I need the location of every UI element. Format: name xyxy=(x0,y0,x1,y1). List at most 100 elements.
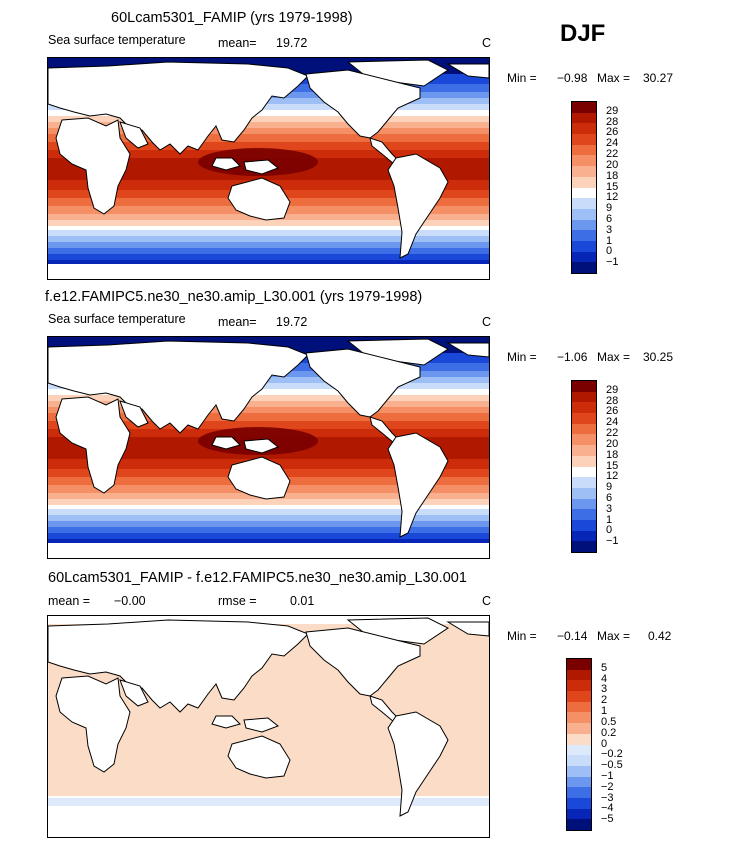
panel2-map xyxy=(47,336,490,559)
colorbar-cell xyxy=(567,691,591,702)
panel1-map xyxy=(47,57,490,280)
panel2-mean-value: 19.72 xyxy=(276,315,308,329)
panel3-title: 60Lcam5301_FAMIP - f.e12.FAMIPC5.ne30_ne… xyxy=(48,570,467,586)
colorbar-cell xyxy=(567,723,591,734)
continent-outline xyxy=(211,436,241,450)
panel3-map xyxy=(47,615,490,838)
colorbar-cell xyxy=(572,423,596,435)
panel1-mean-label: mean= xyxy=(218,36,257,50)
colorbar-tick-label: −2 xyxy=(601,780,614,793)
panel1-units: C xyxy=(482,36,492,50)
colorbar-tick-label: 12 xyxy=(606,191,619,204)
colorbar-cell xyxy=(572,144,596,156)
colorbar-tick-label: 6 xyxy=(606,491,613,504)
sst-contour-band xyxy=(48,413,489,422)
colorbar-cell xyxy=(567,755,591,766)
colorbar-cell xyxy=(572,240,596,252)
colorbar-cell xyxy=(572,251,596,263)
colorbar-cell xyxy=(567,787,591,798)
continent-outline xyxy=(305,69,421,139)
sst-contour-band xyxy=(48,499,489,506)
colorbar-cell xyxy=(572,381,596,392)
colorbar-cell xyxy=(567,776,591,788)
sst-contour-band xyxy=(48,383,489,390)
colorbar-cell xyxy=(572,455,596,467)
continent-outline xyxy=(211,715,241,729)
colorbar-cell xyxy=(572,155,596,167)
sst-contour-band xyxy=(48,521,489,528)
colorbar-tick-label: 18 xyxy=(606,169,619,182)
colorbar-tick-label: 2 xyxy=(601,694,608,707)
sst-contour-band xyxy=(48,128,489,135)
colorbar-tick-label: −4 xyxy=(601,802,614,815)
continent-outline xyxy=(387,432,449,538)
sst-contour-band xyxy=(48,104,489,111)
colorbar-tick-label: 3 xyxy=(606,223,613,236)
colorbar-tick-label: −3 xyxy=(601,791,614,804)
colorbar-cell xyxy=(572,530,596,542)
panel1-title: 60Lcam5301_FAMIP (yrs 1979-1998) xyxy=(111,10,353,26)
colorbar-tick-label: 0 xyxy=(606,245,613,258)
colorbar-tick-label: 26 xyxy=(606,405,619,418)
colorbar-cell xyxy=(572,187,596,199)
colorbar-tick-label: 9 xyxy=(606,481,613,494)
panel1-variable: Sea surface temperature xyxy=(48,33,186,47)
sst-contour-band xyxy=(48,226,489,231)
panel3-units: C xyxy=(482,594,492,608)
colorbar-tick-label: 24 xyxy=(606,137,619,150)
continent-outline xyxy=(227,177,291,221)
continent-outline xyxy=(55,675,131,773)
colorbar-cell xyxy=(572,112,596,124)
colorbar-tick-label: 18 xyxy=(606,448,619,461)
continent-outline xyxy=(387,153,449,259)
continent-outline xyxy=(446,342,489,358)
panel3-rmse-label: rmse = xyxy=(218,594,257,608)
colorbar-tick-label: 29 xyxy=(606,104,619,117)
continent-outline xyxy=(119,400,149,428)
panel1-min-value: −0.98 xyxy=(557,71,588,85)
panel2-mean-label: mean= xyxy=(218,315,257,329)
colorbar-cell xyxy=(572,445,596,456)
colorbar-tick-label: 24 xyxy=(606,416,619,429)
continent-outline xyxy=(446,63,489,79)
colorbar-cell xyxy=(567,744,591,756)
continent-outline xyxy=(305,348,421,418)
panel2-min-label: Min = xyxy=(507,350,537,364)
panel3-max-value: 0.42 xyxy=(648,629,672,643)
colorbar-cell xyxy=(572,466,596,478)
colorbar-cell xyxy=(572,219,596,231)
panel3-min-value: −0.14 xyxy=(557,629,588,643)
colorbar-tick-label: 29 xyxy=(606,383,619,396)
colorbar-cell xyxy=(567,712,591,724)
panel1-mean-value: 19.72 xyxy=(276,36,308,50)
sst-contour-band xyxy=(48,527,489,534)
colorbar-cell xyxy=(572,230,596,241)
colorbar-cell xyxy=(572,208,596,220)
sst-contour-band xyxy=(48,254,489,261)
colorbar-tick-label: 22 xyxy=(606,148,619,161)
colorbar-cell xyxy=(572,402,596,414)
colorbar-tick-label: 0.5 xyxy=(601,715,617,728)
continent-outline xyxy=(119,679,149,707)
colorbar-tick-label: 1 xyxy=(606,234,613,247)
panel3-rmse-value: 0.01 xyxy=(290,594,315,608)
colorbar-cell xyxy=(572,134,596,145)
colorbar-cell xyxy=(572,498,596,510)
colorbar-tick-label: 6 xyxy=(606,212,613,225)
panel2-max-label: Max = xyxy=(597,350,631,364)
panel1-max-value: 30.27 xyxy=(643,71,674,85)
panel3-mean-label: mean = xyxy=(48,594,91,608)
panel2-title: f.e12.FAMIPC5.ne30_ne30.amip_L30.001 (yr… xyxy=(45,289,423,305)
continent-outline xyxy=(55,396,131,494)
panel2-units: C xyxy=(482,315,492,329)
colorbar-cell xyxy=(567,819,591,830)
colorbar-cell xyxy=(572,262,596,273)
season-label: DJF xyxy=(560,20,606,47)
panel2-min-value: −1.06 xyxy=(557,350,588,364)
colorbar-tick-label: −0.5 xyxy=(601,759,623,772)
colorbar-cell xyxy=(572,176,596,188)
colorbar-cell xyxy=(572,487,596,499)
colorbar-tick-label: −1 xyxy=(606,535,619,548)
continent-outline xyxy=(227,456,291,500)
colorbar-cell xyxy=(567,808,591,820)
